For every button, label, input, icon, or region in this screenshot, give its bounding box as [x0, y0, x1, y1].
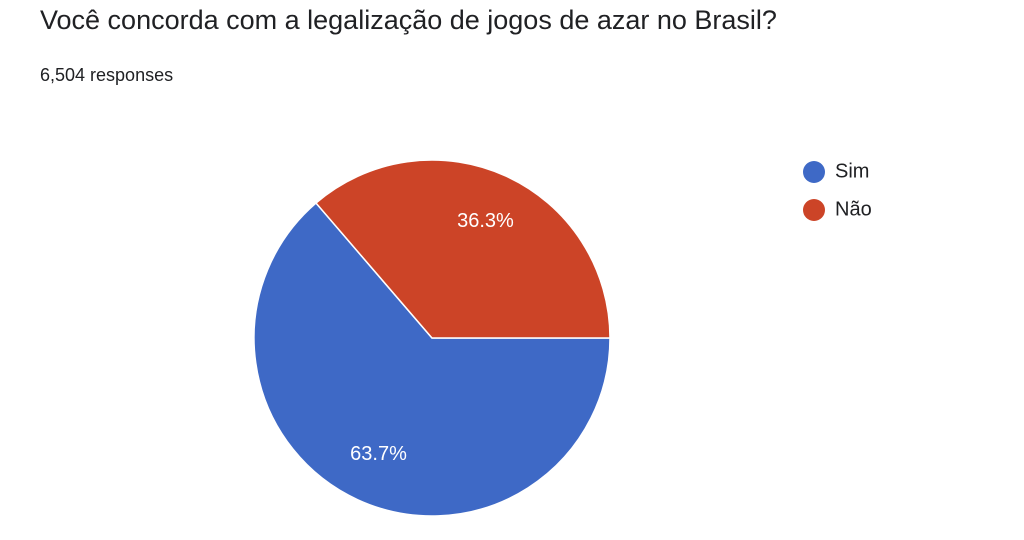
chart-subtitle: 6,504 responses: [40, 65, 173, 85]
slice-label: 63.7%: [350, 443, 407, 465]
legend-label: Não: [835, 198, 872, 220]
legend-swatch: [803, 199, 825, 221]
legend-label: Sim: [835, 160, 869, 182]
pie-slice: [314, 159, 611, 339]
pie-slice: [253, 201, 611, 517]
slice-label: 36.3%: [457, 210, 514, 232]
chart-title: Você concorda com a legalização de jogos…: [40, 5, 777, 35]
legend-swatch: [803, 161, 825, 183]
